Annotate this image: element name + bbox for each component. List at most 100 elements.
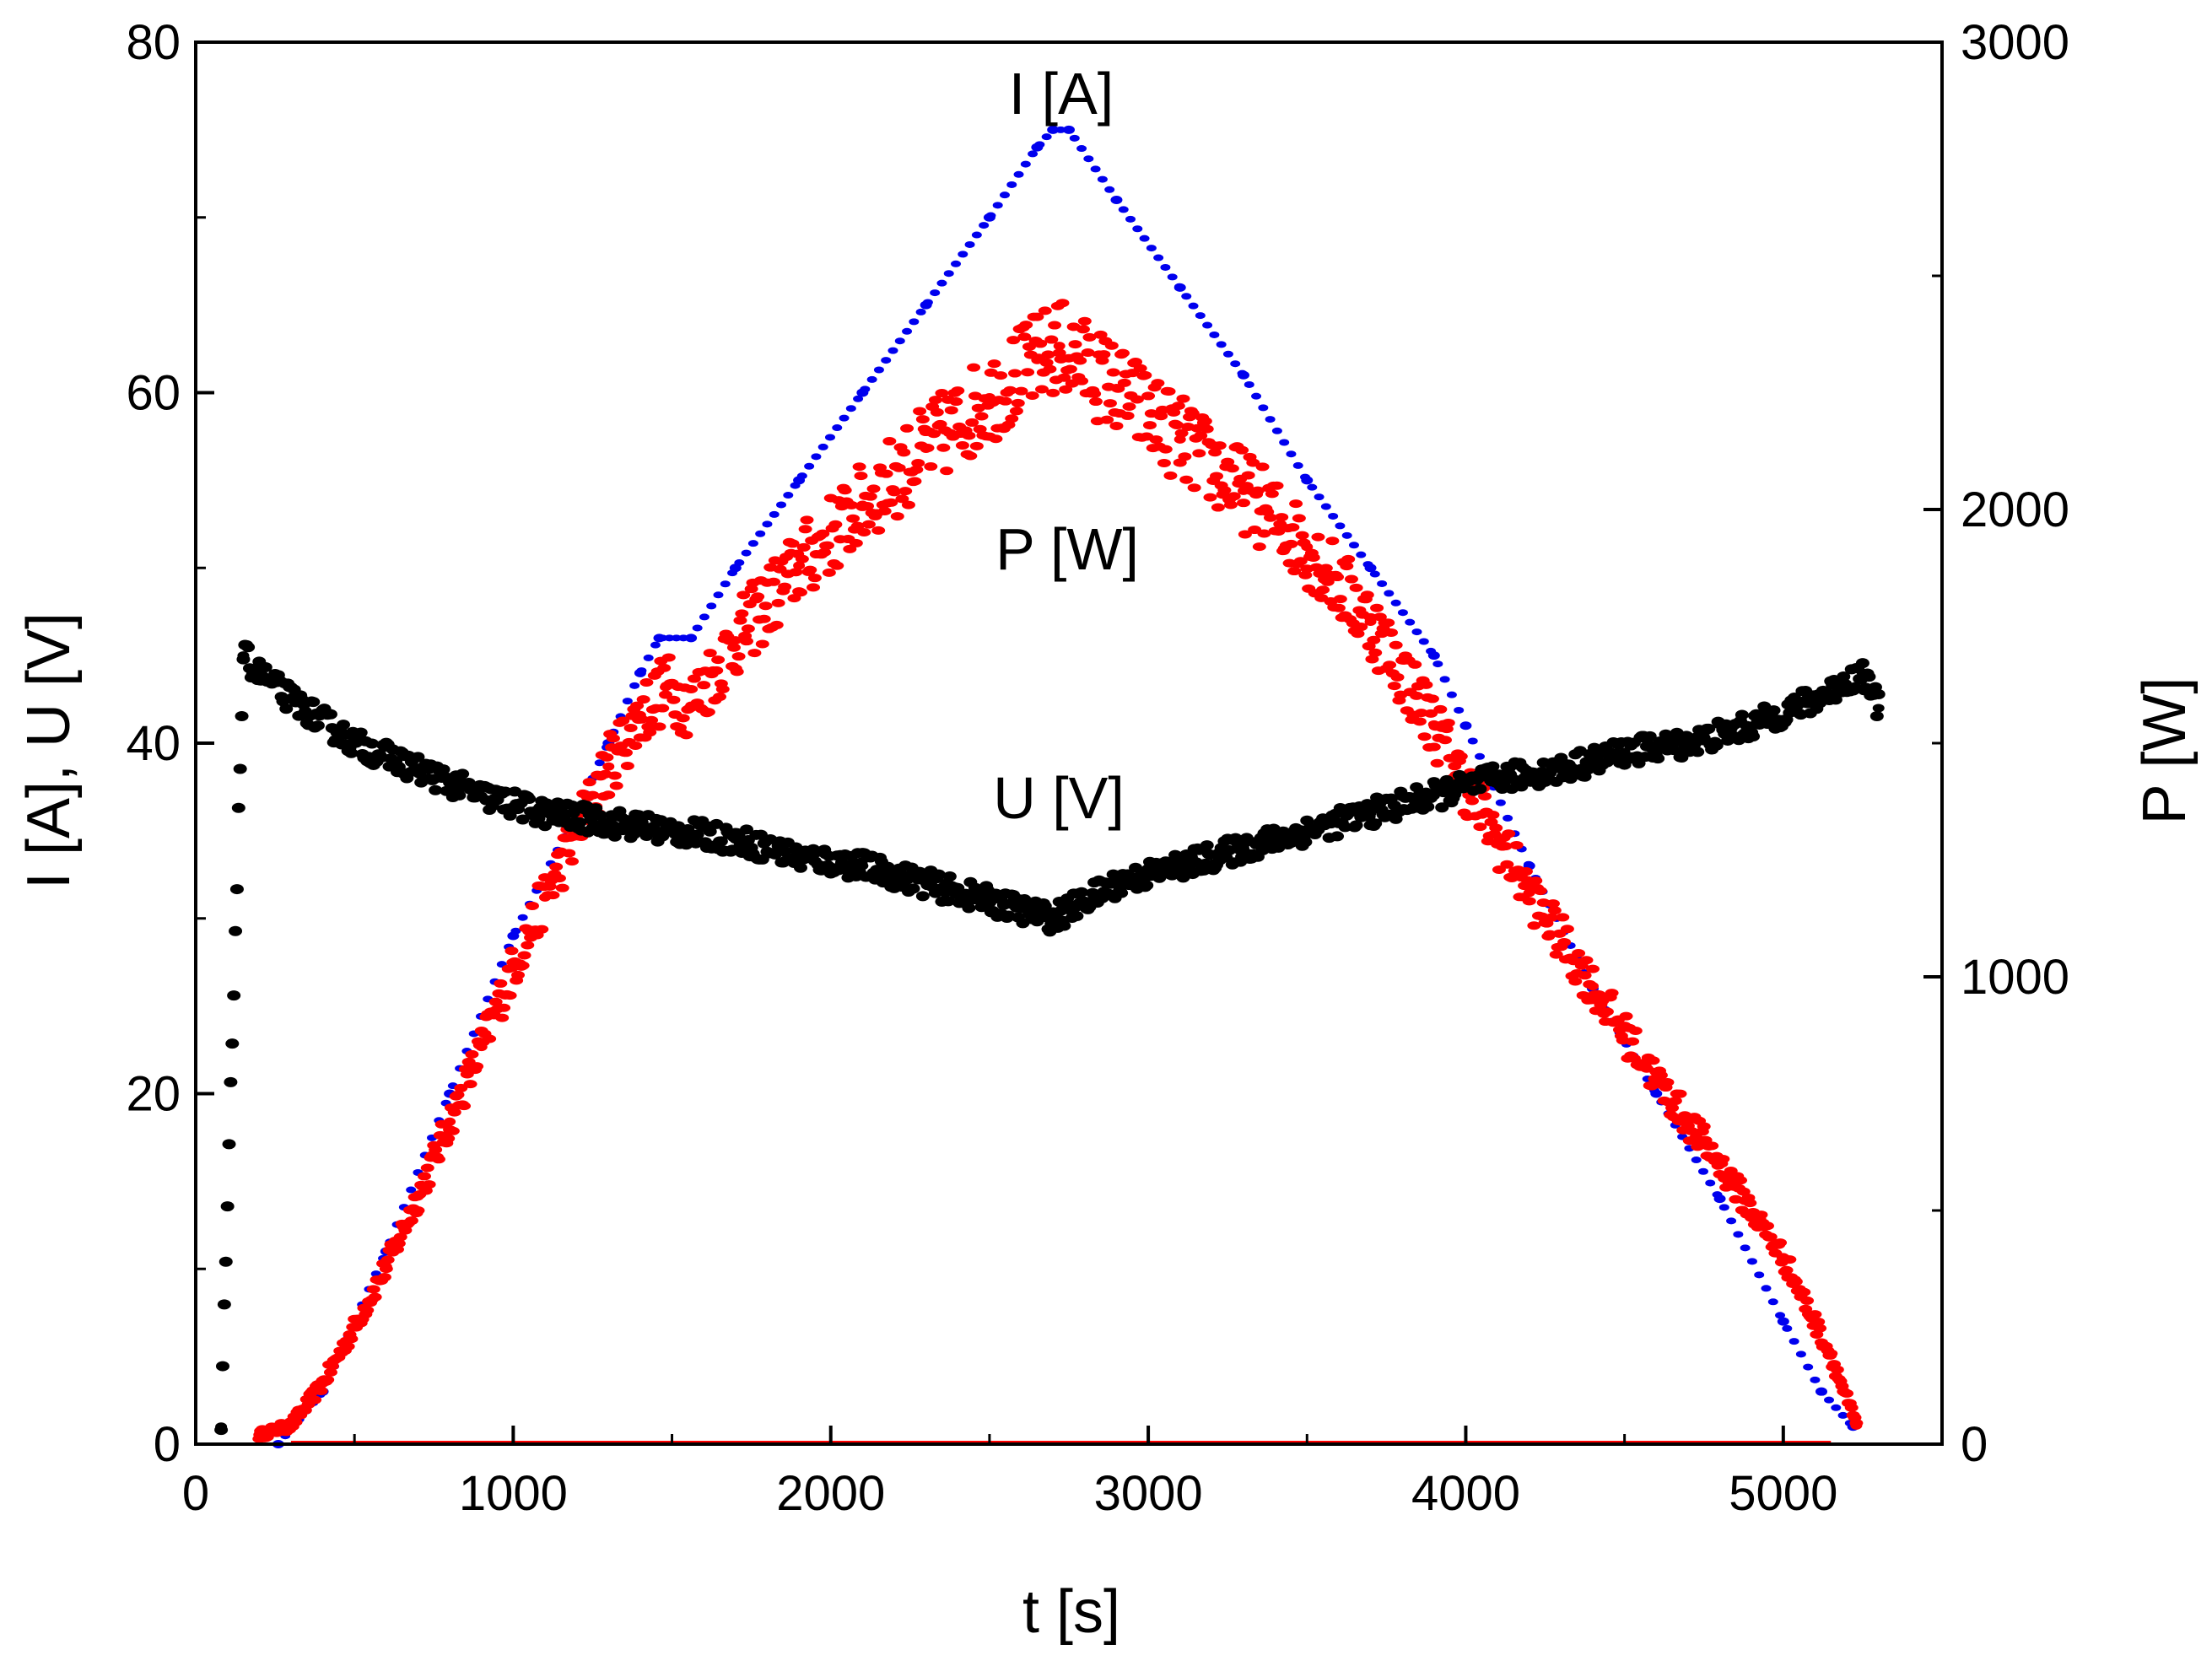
series-marker (1279, 439, 1290, 446)
series-marker (1837, 671, 1851, 682)
series-marker (1097, 175, 1108, 183)
series-marker (1241, 471, 1255, 480)
series-marker (1435, 802, 1449, 813)
series-marker (650, 641, 661, 649)
series-marker (832, 424, 843, 432)
series-marker (1320, 577, 1335, 586)
series-marker (1292, 514, 1306, 523)
data-point (1053, 342, 1066, 351)
series-marker (1293, 557, 1308, 566)
series-marker (1411, 628, 1422, 636)
series-marker (741, 549, 752, 557)
series-marker (1421, 801, 1435, 812)
series-marker (690, 829, 704, 840)
series-marker (863, 492, 877, 501)
series-marker (1486, 811, 1500, 820)
series-marker (627, 828, 641, 839)
series-marker (849, 538, 863, 547)
series-marker (429, 784, 443, 795)
series-marker (1408, 660, 1422, 669)
series-marker (1384, 628, 1399, 637)
series-marker (861, 520, 876, 529)
series-marker (928, 396, 942, 405)
series-marker (751, 592, 765, 601)
series-marker (897, 448, 911, 457)
series-marker (1008, 369, 1022, 378)
series-marker (1767, 705, 1781, 716)
series-marker (1114, 887, 1129, 898)
series-marker (900, 423, 914, 433)
series-marker (731, 652, 746, 661)
series-marker (830, 561, 844, 570)
y-right-tick-label: 1000 (1961, 950, 2069, 1005)
series-marker (220, 1201, 235, 1212)
series-marker (368, 1292, 382, 1302)
series-marker (1333, 595, 1347, 604)
series-marker (1048, 321, 1062, 330)
series-marker (344, 1334, 359, 1344)
series-marker (850, 521, 865, 531)
series-marker (1712, 1191, 1723, 1199)
series-marker (1586, 964, 1600, 973)
series-marker (1489, 823, 1503, 833)
series-marker (531, 813, 546, 824)
series-marker (366, 1285, 380, 1294)
series-marker (1560, 925, 1574, 934)
series-marker (915, 415, 930, 424)
series-marker (1284, 539, 1298, 548)
series-marker (620, 761, 634, 770)
series-marker (736, 590, 751, 600)
series-marker (747, 540, 758, 547)
series-marker (1338, 822, 1352, 833)
series-marker (1651, 753, 1665, 764)
series-marker (643, 654, 654, 661)
series-marker (1509, 840, 1524, 849)
series-marker (1733, 1231, 1744, 1238)
series-marker (337, 720, 351, 731)
series-marker (289, 1417, 303, 1426)
series-marker (793, 588, 807, 597)
series-marker (909, 318, 920, 326)
series-marker (1300, 473, 1311, 481)
series-marker (1043, 364, 1057, 374)
series-marker (258, 662, 272, 673)
series-marker (1021, 368, 1035, 377)
series-marker (1163, 471, 1178, 480)
series-marker (1351, 629, 1365, 639)
series-marker (1425, 694, 1439, 704)
series-marker (1446, 691, 1457, 698)
series-marker (739, 637, 753, 646)
series-marker (771, 598, 785, 607)
series-marker (803, 565, 817, 574)
series-marker (824, 434, 835, 441)
series-marker (1287, 567, 1302, 576)
series-marker (857, 527, 871, 536)
series-marker (789, 568, 803, 577)
series-marker (963, 451, 978, 461)
series-marker (450, 1090, 465, 1099)
series-marker (1831, 1404, 1842, 1411)
series-marker (1265, 489, 1279, 499)
series-marker (798, 525, 812, 534)
series-marker (1133, 364, 1147, 373)
series-marker (609, 781, 623, 790)
series-marker (1783, 1255, 1797, 1264)
series-marker (657, 663, 672, 672)
series-marker (1547, 906, 1562, 915)
series-marker (1217, 486, 1232, 495)
series-marker (726, 643, 741, 652)
series-marker (1718, 1204, 1729, 1211)
series-marker (1076, 145, 1087, 153)
series-marker (931, 869, 946, 880)
series-marker (494, 979, 508, 988)
series-marker (1465, 796, 1479, 806)
series-marker (1673, 1089, 1687, 1098)
series-marker (1522, 897, 1536, 906)
series-marker (697, 681, 711, 690)
series-marker (902, 327, 913, 335)
series-marker (1162, 386, 1176, 396)
series-marker (866, 484, 881, 493)
series-marker (1009, 407, 1023, 416)
series-marker (989, 434, 1003, 444)
series-marker (1169, 420, 1184, 429)
